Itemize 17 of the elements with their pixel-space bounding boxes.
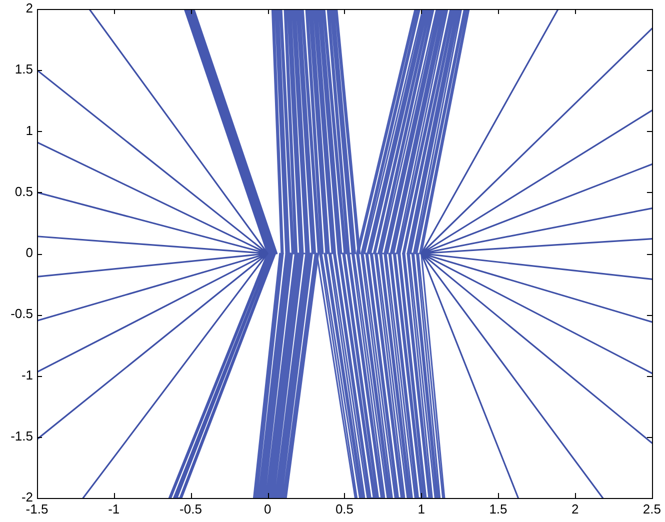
y-tick-label: 1.5	[14, 62, 33, 77]
y-tick-label: -0.5	[10, 306, 33, 322]
x-tick-label: -0.5	[180, 501, 202, 516]
y-tick-label: 1	[26, 122, 33, 138]
x-tick-label: 0	[264, 501, 272, 516]
x-tick-label: -1	[108, 501, 120, 516]
y-tick-label: 0	[26, 245, 33, 260]
y-tick-label: 2	[26, 0, 33, 16]
x-tick-label: 0.5	[335, 501, 354, 516]
x-tick-label: 1.5	[489, 501, 508, 516]
x-tick-label: 1	[418, 501, 425, 516]
y-tick-label: -1	[21, 367, 33, 382]
y-tick-label: -2	[21, 490, 33, 505]
y-tick-label: 0.5	[14, 184, 33, 199]
x-tick-label: 2	[571, 501, 579, 516]
y-tick-label: -1.5	[10, 428, 33, 444]
x-tick-label: 2.5	[642, 501, 662, 516]
